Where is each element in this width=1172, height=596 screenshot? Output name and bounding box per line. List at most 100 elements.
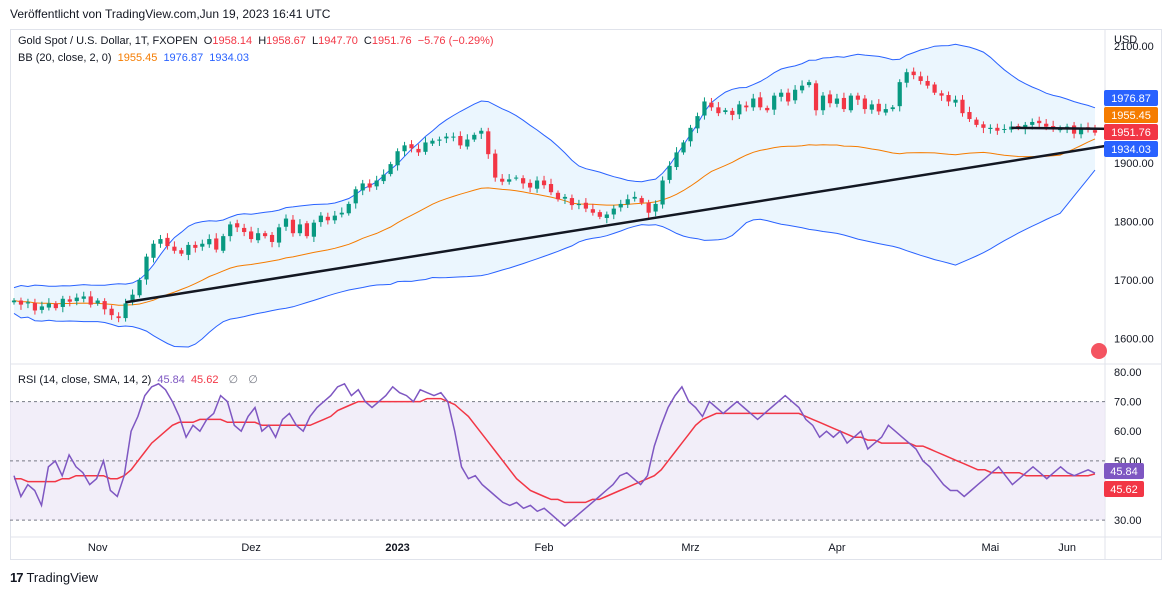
- candle-body: [848, 95, 854, 111]
- time-tick-label: Jun: [1058, 542, 1076, 554]
- candle: [228, 221, 233, 242]
- candle-body: [981, 124, 986, 128]
- time-tick-label: 2023: [385, 542, 409, 554]
- candle-body: [304, 223, 310, 237]
- rsi-value-tag: 45.84: [1104, 463, 1144, 479]
- candle-body: [332, 215, 337, 221]
- candle: [507, 174, 512, 185]
- candle-body: [311, 222, 316, 237]
- hide-icon[interactable]: ∅: [248, 374, 258, 386]
- price-tick-label: 1800.00: [1114, 216, 1154, 228]
- candle-body: [165, 237, 170, 247]
- candle: [444, 133, 449, 144]
- candle-body: [109, 308, 114, 316]
- candle-body: [890, 107, 895, 110]
- candle-body: [207, 239, 212, 245]
- published-note: Veröffentlicht von TradingView.com,Jun 1…: [10, 7, 331, 21]
- candle-body: [758, 97, 763, 108]
- candle: [46, 298, 51, 311]
- candle: [214, 233, 219, 253]
- candle-body: [388, 164, 393, 175]
- candle: [95, 298, 100, 306]
- candle: [716, 102, 721, 117]
- candle: [416, 144, 421, 156]
- candle: [451, 132, 456, 142]
- rsi-sma-line: [14, 397, 1096, 504]
- candle-body: [60, 298, 65, 307]
- candle: [318, 212, 323, 227]
- price-tag: 1976.87: [1104, 90, 1158, 106]
- candle: [667, 161, 672, 184]
- candle-body: [221, 236, 226, 251]
- candle-body: [534, 180, 540, 189]
- candle: [946, 91, 951, 107]
- candle: [67, 295, 72, 307]
- candle: [339, 207, 344, 218]
- candle: [555, 190, 561, 202]
- price-tag: 1951.76: [1104, 124, 1158, 140]
- time-tick-label: Mrz: [681, 542, 699, 554]
- candle: [841, 92, 847, 113]
- candle: [576, 199, 582, 210]
- candle-body: [88, 296, 93, 305]
- price-tag-bg: [1104, 124, 1158, 140]
- candle: [11, 298, 17, 305]
- candle: [695, 112, 700, 134]
- candle: [799, 80, 805, 94]
- candle: [1002, 124, 1007, 134]
- time-tick-label: Nov: [88, 542, 108, 554]
- candle: [297, 219, 303, 237]
- candle: [437, 136, 442, 146]
- open-label: O: [203, 35, 213, 47]
- candle-body: [751, 98, 756, 108]
- candle-body: [820, 95, 826, 111]
- candle-body: [632, 196, 637, 199]
- candle: [325, 212, 330, 225]
- candle: [262, 230, 268, 239]
- candle-body: [395, 151, 400, 166]
- rsi-tag-label: 45.84: [1110, 466, 1138, 478]
- candle-body: [995, 127, 1000, 131]
- candle-body: [1044, 123, 1049, 127]
- low-value: 1947.70: [318, 35, 358, 47]
- hide-icon[interactable]: ∅: [228, 374, 239, 386]
- candle: [304, 220, 310, 239]
- bb-legend: BB (20, close, 2, 0) 1955.45 1976.87 193…: [18, 52, 252, 64]
- candle-body: [918, 76, 923, 81]
- candle-body: [179, 250, 184, 254]
- candle-body: [646, 202, 651, 213]
- candle: [737, 100, 742, 120]
- candle: [283, 214, 289, 231]
- chart-frame: [10, 29, 1162, 560]
- candle: [276, 223, 282, 248]
- candle-body: [841, 97, 847, 110]
- high-value: 1958.67: [266, 35, 306, 47]
- candle-body: [123, 303, 128, 319]
- candle-body: [660, 180, 665, 205]
- candle-body: [988, 127, 993, 129]
- price-tag-label: 1951.76: [1111, 127, 1151, 139]
- candle-body: [974, 119, 979, 125]
- candle: [374, 175, 379, 190]
- candle-body: [200, 243, 205, 247]
- tradingview-logo[interactable]: 17 TradingView: [10, 570, 98, 585]
- candle: [39, 301, 45, 314]
- rsi-tick-label: 80.00: [1114, 367, 1142, 379]
- candle: [597, 209, 602, 220]
- price-tick-label: 1600.00: [1114, 334, 1154, 346]
- price-tag: 1934.03: [1104, 141, 1158, 157]
- candle-body: [772, 95, 777, 110]
- candle-body: [95, 300, 100, 304]
- trendline: [125, 141, 1125, 304]
- bb-fill: [14, 44, 1095, 347]
- candle: [472, 132, 477, 142]
- rsi-label: RSI (14, close, SMA, 14, 2): [18, 374, 152, 386]
- candle: [200, 239, 205, 251]
- candle-body: [255, 233, 261, 241]
- candle-body: [806, 82, 812, 86]
- rsi-value-tag: 45.62: [1104, 481, 1144, 497]
- candle-body: [625, 199, 630, 205]
- candle: [207, 234, 212, 248]
- earnings-badge-icon: [1091, 343, 1107, 359]
